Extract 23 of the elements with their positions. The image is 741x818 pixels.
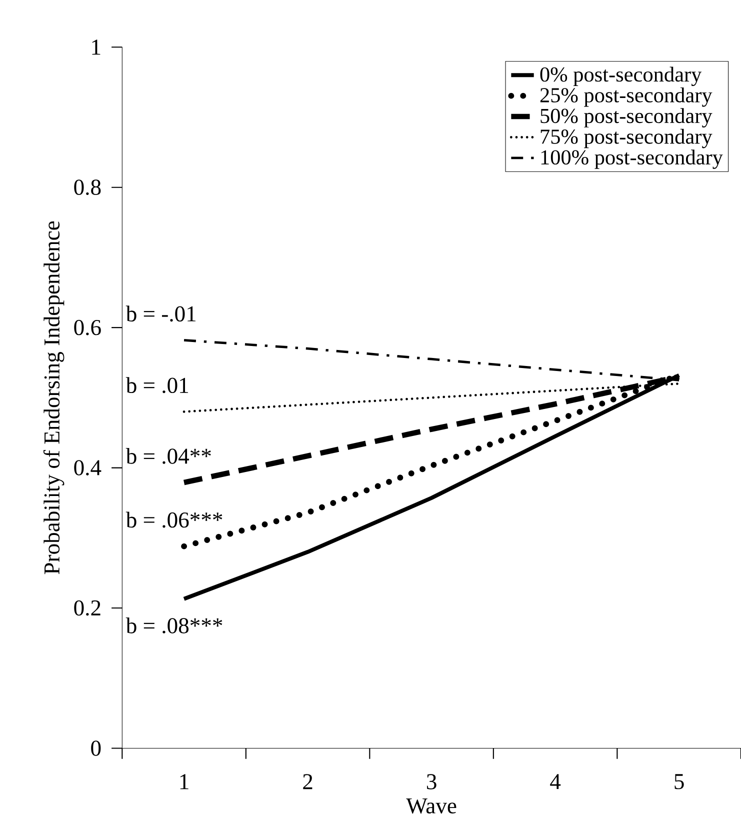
legend-label: 25% post-secondary — [540, 87, 712, 107]
annotation: b = .01 — [126, 377, 188, 394]
x-tick-label: 3 — [426, 774, 436, 790]
x-tick-label: 1 — [180, 774, 188, 790]
annotation: b = .04** — [126, 448, 211, 464]
y-tick-label: 0.4 — [74, 460, 101, 476]
y-tick-label: 0.8 — [74, 180, 100, 196]
annotation: b = -.01 — [126, 306, 196, 322]
y-tick-label: 0.2 — [74, 600, 100, 616]
y-tick-label: 0 — [90, 740, 100, 756]
x-tick-label: 5 — [674, 774, 684, 790]
legend-label: 0% post-secondary — [540, 66, 702, 86]
legend-label: 50% post-secondary — [540, 108, 712, 128]
y-tick-label: 1 — [92, 40, 100, 55]
x-tick-label: 4 — [550, 774, 560, 790]
x-axis-title: Wave — [406, 798, 456, 814]
annotation: b = .06*** — [126, 512, 222, 528]
legend-label: 100% post-secondary — [541, 150, 723, 169]
x-tick-label: 2 — [302, 774, 312, 790]
legend-label: 75% post-secondary — [540, 128, 712, 148]
y-axis-title: Probability of Endorsing Independence — [43, 221, 64, 574]
y-tick-label: 0.6 — [74, 320, 101, 336]
annotation: b = .08*** — [126, 617, 222, 634]
